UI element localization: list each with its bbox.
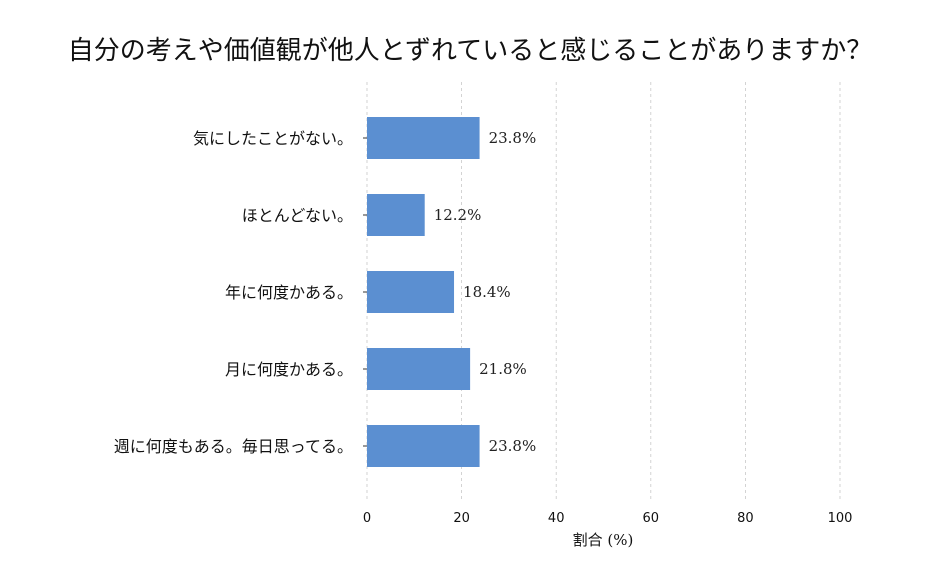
bar <box>367 271 455 313</box>
bar <box>367 348 471 390</box>
x-tick-label: 20 <box>453 511 470 526</box>
category-label: ほとんどない。 <box>242 206 353 225</box>
value-label: 12.2% <box>434 206 482 224</box>
x-tick-label: 60 <box>643 511 660 526</box>
x-tick-label: 40 <box>548 511 565 526</box>
chart-title: 自分の考えや価値観が他人とずれていると感じることがありますか？ <box>67 36 873 66</box>
category-label: 週に何度もある。毎日思ってる。 <box>114 437 353 456</box>
value-label: 18.4% <box>463 283 511 301</box>
value-label: 21.8% <box>479 360 527 378</box>
bar <box>367 117 480 159</box>
value-label: 23.8% <box>489 129 537 147</box>
category-label: 年に何度かある。 <box>225 283 353 302</box>
x-tick-label: 0 <box>363 511 371 526</box>
x-axis-title: 割合 (%) <box>573 531 634 549</box>
x-tick-label: 80 <box>737 511 754 526</box>
category-label: 月に何度かある。 <box>225 360 353 379</box>
value-label: 23.8% <box>489 437 537 455</box>
bar <box>367 425 480 467</box>
x-tick-label: 100 <box>828 511 853 526</box>
bar <box>367 194 425 236</box>
category-label: 気にしたことがない。 <box>193 129 353 148</box>
labels: 0 20 40 60 80 100 気にしたことがない。 23.8% ほとんどない。 12.2% 年… <box>114 129 853 526</box>
bars <box>367 117 480 467</box>
